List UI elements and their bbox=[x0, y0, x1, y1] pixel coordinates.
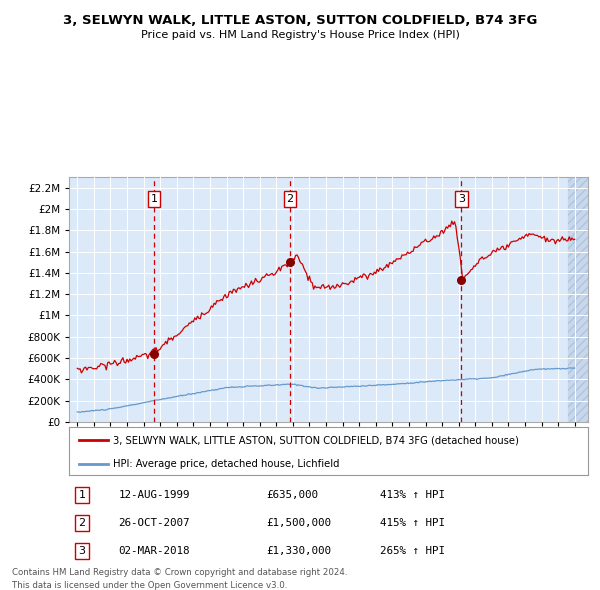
Text: HPI: Average price, detached house, Lichfield: HPI: Average price, detached house, Lich… bbox=[113, 459, 340, 469]
Text: 413% ↑ HPI: 413% ↑ HPI bbox=[380, 490, 445, 500]
Text: Price paid vs. HM Land Registry's House Price Index (HPI): Price paid vs. HM Land Registry's House … bbox=[140, 31, 460, 40]
Text: 2: 2 bbox=[286, 194, 293, 204]
Text: 3: 3 bbox=[458, 194, 465, 204]
Text: 02-MAR-2018: 02-MAR-2018 bbox=[118, 546, 190, 556]
Text: £635,000: £635,000 bbox=[266, 490, 318, 500]
Bar bbox=[568, 177, 588, 422]
Text: 2: 2 bbox=[79, 518, 86, 527]
Text: 1: 1 bbox=[79, 490, 85, 500]
Text: 26-OCT-2007: 26-OCT-2007 bbox=[118, 518, 190, 527]
Text: £1,500,000: £1,500,000 bbox=[266, 518, 331, 527]
Text: Contains HM Land Registry data © Crown copyright and database right 2024.: Contains HM Land Registry data © Crown c… bbox=[12, 568, 347, 578]
Text: 3, SELWYN WALK, LITTLE ASTON, SUTTON COLDFIELD, B74 3FG: 3, SELWYN WALK, LITTLE ASTON, SUTTON COL… bbox=[63, 14, 537, 27]
Bar bbox=[568, 177, 588, 422]
Text: 1: 1 bbox=[151, 194, 157, 204]
Text: This data is licensed under the Open Government Licence v3.0.: This data is licensed under the Open Gov… bbox=[12, 581, 287, 590]
Text: 3, SELWYN WALK, LITTLE ASTON, SUTTON COLDFIELD, B74 3FG (detached house): 3, SELWYN WALK, LITTLE ASTON, SUTTON COL… bbox=[113, 435, 519, 445]
Text: 12-AUG-1999: 12-AUG-1999 bbox=[118, 490, 190, 500]
Text: 265% ↑ HPI: 265% ↑ HPI bbox=[380, 546, 445, 556]
Text: £1,330,000: £1,330,000 bbox=[266, 546, 331, 556]
Text: 3: 3 bbox=[79, 546, 85, 556]
Text: 415% ↑ HPI: 415% ↑ HPI bbox=[380, 518, 445, 527]
